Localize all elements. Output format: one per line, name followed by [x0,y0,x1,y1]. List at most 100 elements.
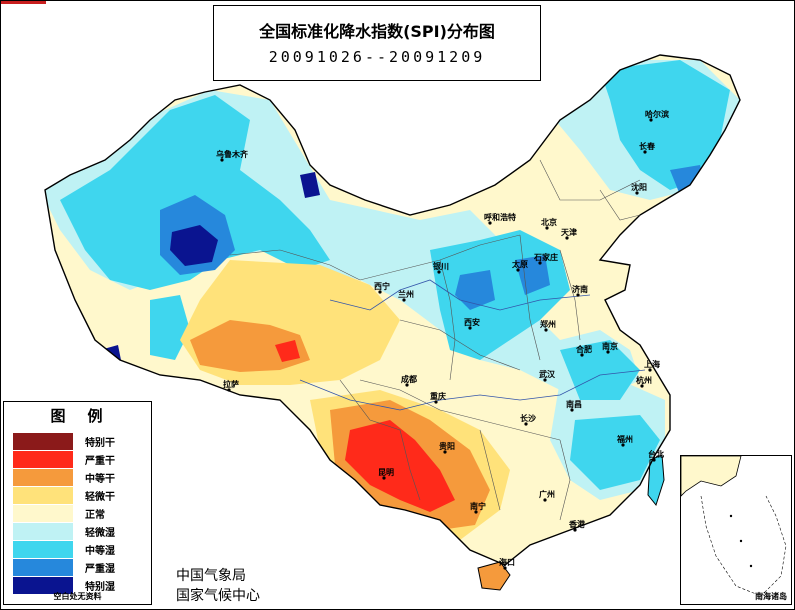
city-marker: 上海 [644,359,660,372]
city-marker: 西安 [464,317,480,330]
city-dot [378,290,382,294]
city-dot [382,476,386,480]
city-marker: 南京 [602,341,618,354]
city-dot [538,261,542,265]
city-label: 郑州 [540,319,556,329]
city-label: 银川 [432,261,449,271]
city-dot [545,226,549,230]
city-marker: 昆明 [378,467,394,480]
city-dot [635,191,639,195]
city-dot [503,566,507,570]
city-marker: 石家庄 [533,252,558,265]
city-label: 重庆 [430,391,446,401]
legend-title: 图例 [50,407,125,425]
city-label: 南京 [602,341,618,351]
city-label: 哈尔滨 [645,109,669,119]
city-label: 南昌 [566,399,582,409]
rivers [299,279,646,411]
city-label: 长沙 [520,413,536,423]
city-dot [544,328,548,332]
province-boundaries [229,159,641,521]
city-label: 台北 [648,449,664,459]
field-moderate-wet-fujian [570,415,660,490]
city-label: 乌鲁木齐 [216,149,249,159]
legend: 图例 特别干 严重干 中等干 轻微干 正常 轻微湿 中等湿 严重湿 特别湿 空白… [3,401,152,605]
city-label: 长春 [639,141,655,151]
city-marker: 广州 [539,489,555,502]
legend-label: 特别干 [85,438,115,449]
city-marker: 西宁 [374,281,390,294]
city-dot [606,350,610,354]
city-marker: 天津 [561,227,577,240]
city-dot [543,498,547,502]
city-dot [220,158,224,162]
legend-item-extremely-dry: 特别干 [13,433,149,450]
field-extremely-wet-xinjiang [170,225,218,266]
city-marker: 郑州 [540,319,556,332]
legend-item-light-wet: 轻微湿 [13,523,149,540]
field-severe-wet-hebei [515,255,550,295]
legend-swatch [13,451,73,468]
city-label: 合肥 [575,344,592,354]
city-dot [468,326,472,330]
city-label: 呼和浩特 [484,212,516,222]
legend-item-light-dry: 轻微干 [13,487,149,504]
city-dot [573,528,577,532]
city-marker: 呼和浩特 [484,212,516,225]
city-label: 太原 [511,259,528,269]
south-china-sea-inset: 南海诸岛 [680,455,792,605]
city-marker: 成都 [401,374,417,387]
city-dot [652,458,656,462]
field-moderate-dry-south-tibet [238,405,285,440]
city-marker: 乌鲁木齐 [216,149,249,162]
city-dot [576,293,580,297]
city-dot [434,400,438,404]
city-marker: 海口 [499,557,515,570]
legend-label: 严重湿 [85,564,115,575]
city-marker: 长春 [639,141,655,154]
city-label: 福州 [616,434,633,444]
field-moderate-wet-heilongjiang [600,60,730,190]
city-marker: 贵阳 [439,441,455,454]
legend-label: 轻微湿 [85,528,115,539]
field-moderate-dry-tibet [190,320,310,372]
legend-swatch [13,469,73,486]
city-label: 成都 [401,374,417,384]
city-dot [580,353,584,357]
city-dot [643,150,647,154]
city-marker: 济南 [572,284,588,297]
legend-swatch [13,577,73,594]
legend-swatch [13,487,73,504]
city-label: 济南 [572,284,588,294]
field-severe-dry-qinghai [275,340,300,362]
legend-item-severe-dry: 严重干 [13,451,149,468]
inset-label: 南海诸岛 [755,592,787,601]
city-label: 西宁 [374,281,390,291]
city-dot [648,368,652,372]
city-dot [516,268,520,272]
corner-mark [0,0,46,4]
legend-item-normal: 正常 [13,505,149,522]
legend-label: 中等干 [85,474,115,485]
city-label: 拉萨 [223,379,239,389]
legend-label: 中等湿 [85,546,115,557]
field-moderate-wet-west [150,295,190,360]
city-marker: 沈阳 [631,182,647,195]
city-label: 香港 [568,519,586,529]
org-ncc: 国家气候中心 [176,588,260,604]
city-dot [640,384,644,388]
city-marker: 太原 [511,259,528,272]
map-date-range: 20091026--20091209 [268,48,486,66]
city-label: 贵阳 [439,441,455,451]
legend-label: 严重干 [85,456,115,467]
city-label: 石家庄 [533,252,558,262]
field-extremely-wet-altai [300,172,320,198]
legend-label: 正常 [85,510,105,521]
legend-item-extremely-wet: 特别湿 [13,577,149,594]
map-title: 全国标准化降水指数(SPI)分布图 [259,22,495,41]
city-dot [443,450,447,454]
national-border [44,54,741,566]
city-dot [402,298,406,302]
city-marker: 北京 [541,217,557,230]
